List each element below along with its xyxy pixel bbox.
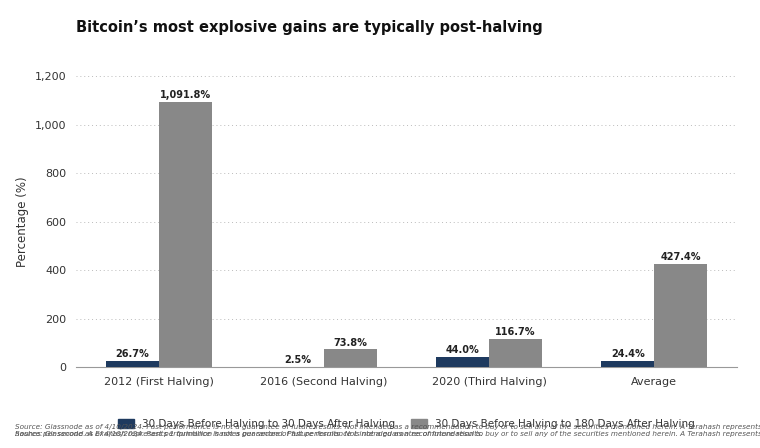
- Legend: 30 Days Before Halving to 30 Days After Halving, 30 Days Before Halving to 180 D: 30 Days Before Halving to 30 Days After …: [119, 419, 695, 429]
- Text: 26.7%: 26.7%: [116, 349, 150, 359]
- Text: Source: Glassnode as of 4/10/2024. Past performance is not a guarantee of future: Source: Glassnode as of 4/10/2024. Past …: [15, 423, 760, 437]
- Bar: [489, 339, 542, 367]
- Text: 1,091.8%: 1,091.8%: [160, 90, 211, 100]
- Bar: [654, 263, 707, 367]
- Text: 116.7%: 116.7%: [496, 327, 536, 337]
- Text: 44.0%: 44.0%: [446, 345, 480, 355]
- Text: 24.4%: 24.4%: [611, 349, 644, 359]
- Text: 427.4%: 427.4%: [660, 252, 701, 262]
- Bar: [436, 357, 489, 367]
- Bar: [106, 361, 159, 367]
- Bar: [324, 349, 377, 367]
- Bar: [601, 362, 654, 367]
- Text: 2.5%: 2.5%: [284, 355, 311, 365]
- Text: 73.8%: 73.8%: [334, 337, 367, 348]
- Text: Source: Glassnode as of 4/10/2024. Past performance is not a guarantee of future: Source: Glassnode as of 4/10/2024. Past …: [15, 431, 760, 437]
- Text: Bitcoin’s most explosive gains are typically post-halving: Bitcoin’s most explosive gains are typic…: [76, 20, 543, 35]
- Bar: [159, 103, 212, 367]
- Y-axis label: Percentage (%): Percentage (%): [16, 177, 29, 267]
